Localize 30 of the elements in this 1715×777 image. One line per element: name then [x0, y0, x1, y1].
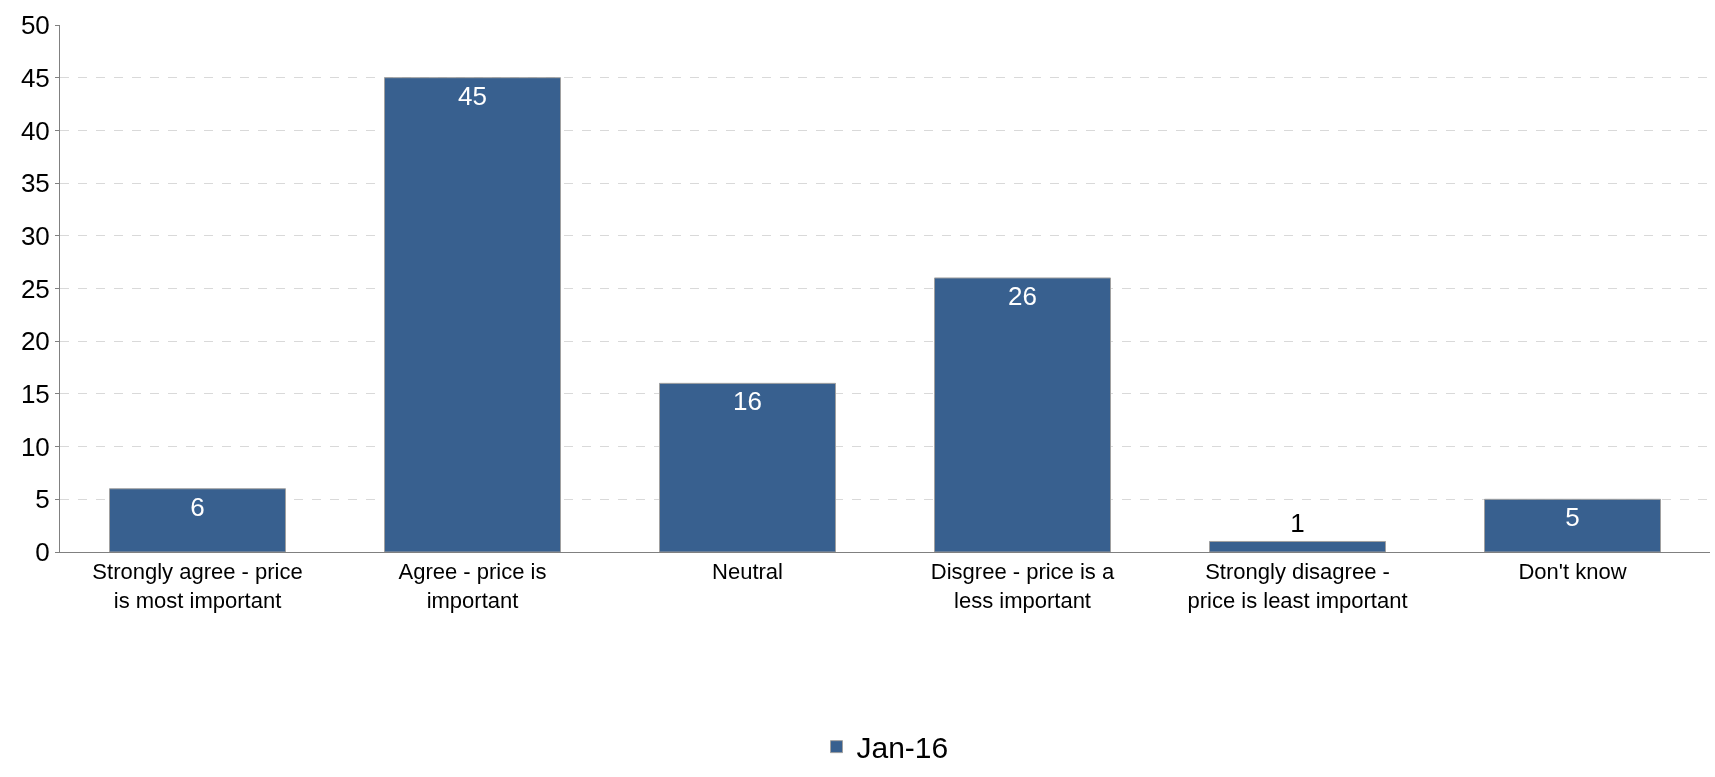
data-label: 6 — [190, 491, 205, 522]
y-tick-label: 5 — [35, 484, 50, 515]
legend-label: Jan-16 — [856, 731, 949, 765]
x-tick-label: Strongly disagree - price is least important — [1187, 559, 1408, 613]
x-tick-label: Agree - price is important — [398, 559, 547, 613]
bar — [384, 77, 561, 552]
y-tick-label: 10 — [20, 431, 50, 462]
bar — [1209, 540, 1386, 552]
data-label: 26 — [1008, 280, 1037, 311]
y-tick-label: 45 — [20, 62, 50, 93]
y-tick-label: 50 — [20, 10, 50, 41]
bar — [1484, 498, 1661, 552]
y-tick-label: 30 — [20, 220, 50, 251]
x-tick-label: Don't know — [1518, 559, 1627, 585]
y-tick-label: 0 — [35, 537, 50, 568]
x-tick-label: Neutral — [712, 559, 783, 585]
bar — [109, 488, 286, 552]
x-tick-label: Strongly agree - price is most important — [92, 559, 303, 613]
y-tick-label: 15 — [20, 379, 50, 409]
data-label: 16 — [733, 386, 762, 417]
y-tick-label: 20 — [20, 326, 50, 357]
data-label: 1 — [1290, 508, 1305, 539]
y-tick-label: 40 — [20, 115, 50, 146]
bar — [659, 382, 836, 552]
bar — [934, 277, 1111, 552]
y-tick-label: 35 — [20, 168, 50, 199]
y-tick-label: 25 — [20, 273, 50, 304]
data-label: 45 — [458, 80, 487, 111]
data-label: 5 — [1565, 502, 1580, 533]
x-tick-label: Disgree - price is a less important — [930, 559, 1115, 613]
